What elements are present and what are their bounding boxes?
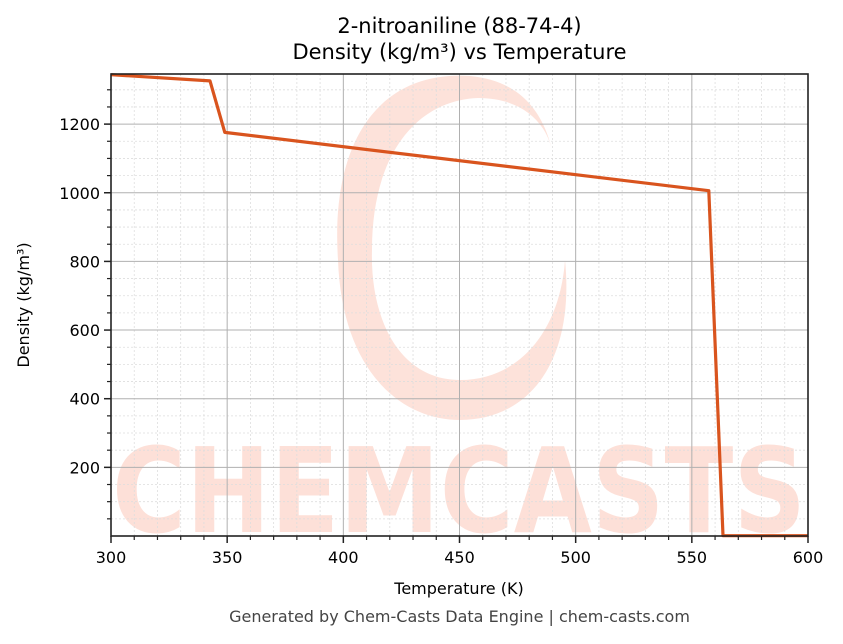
- y-tick-label: 800: [69, 252, 100, 271]
- chart-subtitle: Density (kg/m³) vs Temperature: [292, 40, 627, 64]
- watermark-c-logo-icon: [337, 75, 567, 420]
- x-tick-label: 300: [96, 548, 127, 567]
- x-tick-label: 400: [328, 548, 359, 567]
- footer-credit: Generated by Chem-Casts Data Engine | ch…: [229, 607, 690, 626]
- x-tick-label: 350: [212, 548, 243, 567]
- y-tick-label: 1000: [59, 184, 100, 203]
- y-axis-label: Density (kg/m³): [14, 242, 33, 367]
- x-tick-label: 450: [444, 548, 475, 567]
- x-tick-label: 600: [793, 548, 824, 567]
- x-tick-label: 500: [560, 548, 591, 567]
- y-tick-label: 400: [69, 390, 100, 409]
- x-axis-label: Temperature (K): [393, 579, 523, 598]
- y-tick-label: 200: [69, 458, 100, 477]
- x-tick-label: 550: [677, 548, 708, 567]
- y-tick-label: 600: [69, 321, 100, 340]
- axis-ticks: 300 350 400 450 500 550 600 200 400 600 800 1000 120…: [59, 89, 824, 567]
- y-tick-label: 1200: [59, 115, 100, 134]
- chart-title: 2-nitroaniline (88-74-4): [337, 14, 582, 38]
